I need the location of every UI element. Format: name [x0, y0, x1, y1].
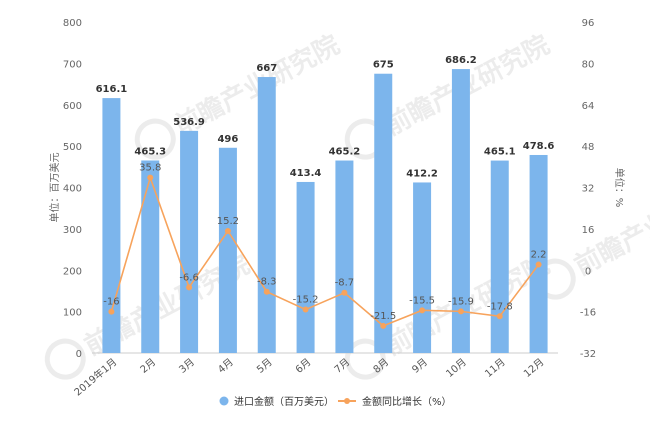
- x-tick-label: 9月: [410, 356, 430, 376]
- x-tick-label: 11月: [483, 356, 508, 380]
- bar-value-label: 465.1: [484, 147, 516, 158]
- x-tick-label: 3月: [177, 356, 197, 376]
- y2-tick-label: 48: [582, 142, 595, 153]
- bar-value-label: 478.6: [523, 141, 555, 152]
- line-point: [457, 308, 464, 315]
- bar-value-label: 686.2: [445, 55, 477, 66]
- line-value-label: -8.7: [335, 278, 355, 289]
- line-value-label: -15.5: [409, 295, 435, 306]
- y2-tick-label: 0: [585, 266, 591, 277]
- line-point: [535, 261, 542, 268]
- bar-value-label: 465.2: [329, 147, 361, 158]
- data-labels: 616.1 465.3 536.9 496 667 413.4 465.2 675 412.2 6…: [96, 55, 555, 322]
- bar: [490, 160, 509, 353]
- bar: [180, 130, 199, 353]
- bar: [141, 160, 160, 353]
- x-tick-label: 2019年1月: [71, 355, 119, 398]
- y2-tick-label: -32: [580, 349, 596, 360]
- bar-value-label: 616.1: [96, 84, 128, 95]
- line-value-label: -15.9: [448, 296, 474, 307]
- watermark-logo-icon: [44, 338, 86, 380]
- line-value-label: 35.8: [139, 163, 161, 174]
- bar: [413, 182, 432, 353]
- line-point: [224, 227, 231, 234]
- bar-value-label: 675: [373, 60, 394, 71]
- x-tick-label: 5月: [254, 356, 274, 376]
- y-tick-label: 200: [63, 266, 82, 277]
- bar-value-label: 412.2: [406, 168, 438, 179]
- line-value-label: -6.6: [179, 272, 199, 283]
- line-value-label: -16: [103, 297, 119, 308]
- legend: 进口金额（百万美元） 金额同比增长（%）: [219, 395, 452, 408]
- legend-bar-marker: [219, 396, 229, 406]
- bar: [374, 73, 393, 353]
- line-point: [419, 307, 426, 314]
- x-tick-label: 4月: [216, 356, 236, 376]
- legend-line-point: [344, 398, 350, 404]
- line-point: [302, 306, 309, 313]
- bar: [335, 160, 354, 353]
- line-value-label: -17.8: [487, 301, 513, 312]
- x-tick-label: 2月: [138, 356, 158, 376]
- line-point: [380, 322, 387, 329]
- y-tick-label: 400: [63, 184, 82, 195]
- y2-tick-label: 64: [582, 101, 595, 112]
- y2-tick-label: -16: [580, 308, 596, 319]
- watermark-logo-icon: [134, 118, 176, 160]
- y-tick-label: 500: [63, 142, 82, 153]
- bar-value-label: 496: [217, 134, 238, 145]
- y-tick-label: 0: [76, 349, 82, 360]
- line-path: [110, 175, 540, 327]
- y2-tick-label: 80: [582, 59, 595, 70]
- y-tick-label: 800: [63, 18, 82, 29]
- y2-tick-label: 16: [582, 225, 595, 236]
- line-point: [186, 284, 193, 291]
- line-value-label: -8.3: [257, 277, 277, 288]
- line-value-label: 2.2: [531, 250, 547, 261]
- y2-axis-title: 单位：%: [613, 168, 626, 208]
- x-tick-label: 6月: [293, 356, 313, 376]
- line-series: [108, 174, 542, 329]
- line-value-label: -21.5: [370, 311, 396, 322]
- y-tick-label: 600: [63, 101, 82, 112]
- bar: [529, 154, 548, 353]
- line-value-label: -15.2: [293, 295, 319, 306]
- line-point: [341, 289, 348, 296]
- y2-tick-label: 96: [582, 18, 595, 29]
- bar-value-label: 667: [256, 63, 277, 74]
- y-axis-title: 单位：百万美元: [48, 153, 61, 223]
- bar-value-label: 465.3: [134, 146, 166, 157]
- y-tick-label: 700: [63, 59, 82, 70]
- bar: [296, 181, 315, 353]
- y2-tick-label: 32: [582, 184, 595, 195]
- line-value-label: 15.2: [217, 216, 239, 227]
- x-tick-label: 12月: [521, 356, 546, 380]
- bar: [257, 77, 276, 353]
- bar: [102, 98, 121, 353]
- line-point: [147, 174, 154, 181]
- x-tick-label: 10月: [444, 356, 469, 380]
- bar-value-label: 536.9: [173, 117, 205, 128]
- line-point: [263, 288, 270, 295]
- line-point: [496, 313, 503, 320]
- y-tick-label: 300: [63, 225, 82, 236]
- bar: [218, 147, 237, 353]
- y-tick-label: 100: [63, 308, 82, 319]
- bar-value-label: 413.4: [290, 168, 322, 179]
- bar: [451, 69, 470, 353]
- legend-line-label: 金额同比增长（%）: [362, 395, 452, 408]
- legend-bar-label: 进口金额（百万美元）: [234, 395, 334, 408]
- line-point: [108, 308, 115, 315]
